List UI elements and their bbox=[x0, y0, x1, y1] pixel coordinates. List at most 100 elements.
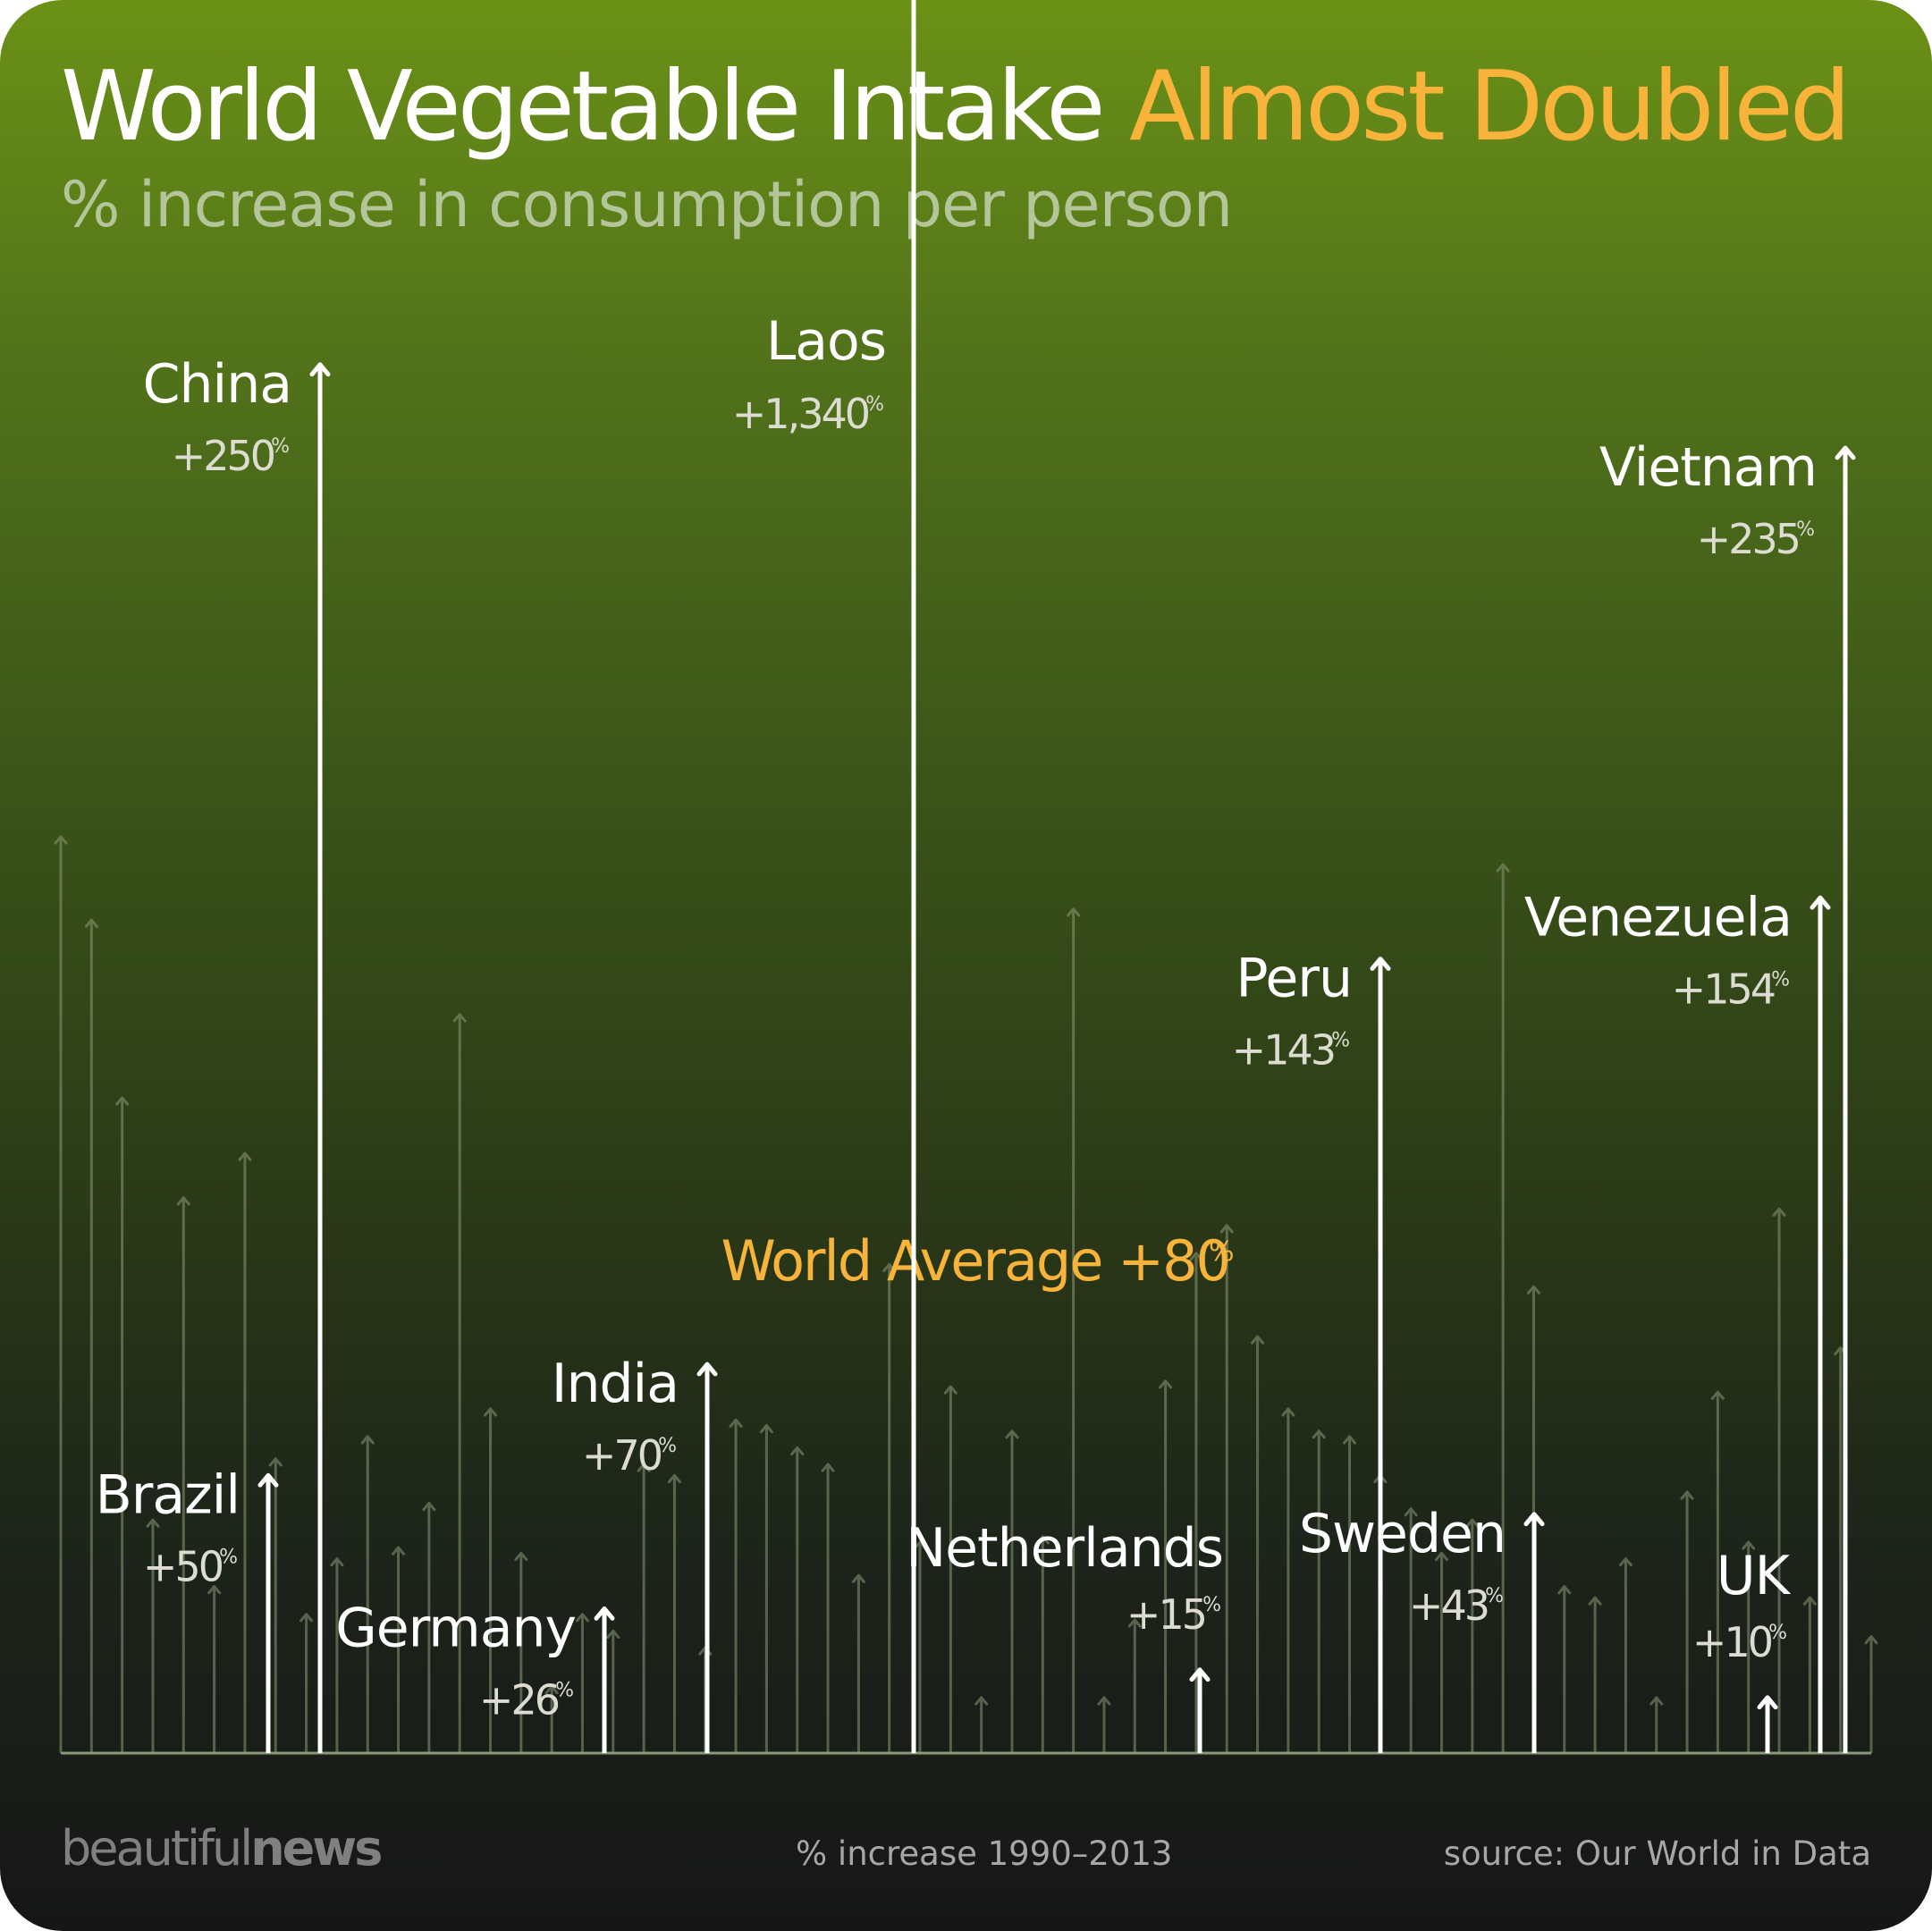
world-average-unit: % bbox=[1209, 1236, 1235, 1268]
value-unit: % bbox=[219, 1546, 238, 1568]
background-arrow bbox=[330, 1557, 344, 1753]
background-arrow bbox=[514, 1551, 528, 1753]
country-value: +250 bbox=[172, 432, 274, 480]
background-arrow bbox=[1772, 1207, 1786, 1753]
country-value: +10 bbox=[1692, 1618, 1772, 1666]
highlight-arrow-uk: UK +10% bbox=[1692, 1545, 1793, 1753]
background-arrow bbox=[1404, 1507, 1418, 1753]
country-value: +43 bbox=[1409, 1581, 1488, 1630]
background-arrow bbox=[146, 1518, 160, 1753]
background-arrow bbox=[1281, 1407, 1295, 1753]
background-arrow bbox=[1465, 1518, 1480, 1753]
background-arrow bbox=[1742, 1540, 1756, 1753]
background-arrow bbox=[1097, 1696, 1111, 1753]
background-arrow bbox=[606, 1629, 620, 1753]
country-label: UK bbox=[1717, 1545, 1792, 1607]
background-arrow bbox=[1710, 1390, 1725, 1753]
value-unit: % bbox=[658, 1435, 677, 1457]
background-arrow bbox=[1434, 1551, 1448, 1753]
background-arrow bbox=[1588, 1596, 1602, 1753]
background-arrow bbox=[54, 835, 68, 1753]
background-arrow bbox=[1035, 1535, 1050, 1753]
highlight-arrow-germany: Germany +26% bbox=[335, 1597, 615, 1753]
background-arrow bbox=[667, 1473, 681, 1753]
world-average: World Average +80% bbox=[61, 1228, 1871, 1311]
country-value: +154 bbox=[1672, 965, 1775, 1013]
highlight-arrow-vietnam: Vietnam +235% bbox=[1599, 436, 1856, 1753]
country-label: India bbox=[552, 1353, 679, 1415]
highlight-arrow-india: India +70% bbox=[552, 1353, 718, 1753]
background-arrow bbox=[1127, 1618, 1142, 1753]
background-arrow bbox=[238, 1151, 252, 1753]
country-label: Netherlands bbox=[906, 1517, 1223, 1580]
background-arrow bbox=[452, 1013, 467, 1753]
country-value: +15 bbox=[1126, 1590, 1205, 1639]
background-arrow bbox=[1649, 1696, 1664, 1753]
value-unit: % bbox=[1771, 968, 1790, 991]
country-label: Laos bbox=[766, 310, 886, 373]
background-arrow bbox=[1159, 1379, 1173, 1753]
background-arrow bbox=[759, 1423, 773, 1753]
country-label: Brazil bbox=[96, 1463, 240, 1526]
background-arrow bbox=[575, 1613, 589, 1753]
background-arrow bbox=[1864, 1635, 1878, 1753]
title-highlight: Almost Doubled bbox=[1128, 51, 1851, 163]
country-label: Peru bbox=[1236, 948, 1352, 1010]
country-value: +1,340 bbox=[732, 390, 869, 438]
country-label: Vietnam bbox=[1599, 436, 1817, 499]
background-arrow bbox=[268, 1457, 283, 1753]
background-arrow bbox=[176, 1196, 190, 1753]
highlight-arrow-sweden: Sweden +43% bbox=[1299, 1503, 1545, 1753]
logo-light: beautiful bbox=[61, 1820, 253, 1876]
background-arrow bbox=[1219, 1224, 1234, 1753]
country-label: China bbox=[143, 353, 291, 416]
value-unit: % bbox=[1796, 519, 1815, 541]
background-arrow bbox=[115, 1096, 130, 1753]
background-arrow bbox=[913, 1540, 927, 1753]
chart-title: World Vegetable Intake Almost Doubled bbox=[61, 51, 1851, 163]
brand-logo: beautifulnews bbox=[61, 1820, 383, 1876]
background-arrow bbox=[544, 1684, 559, 1753]
value-unit: % bbox=[271, 435, 290, 458]
background-arrow bbox=[300, 1613, 314, 1753]
chart-subtitle: % increase in consumption per person bbox=[61, 168, 1233, 241]
country-label: Venezuela bbox=[1524, 886, 1792, 949]
country-value: +26 bbox=[479, 1675, 559, 1724]
country-value: +70 bbox=[582, 1431, 662, 1480]
background-arrow bbox=[637, 1463, 651, 1753]
background-arrow bbox=[851, 1573, 865, 1753]
value-unit: % bbox=[555, 1679, 574, 1701]
background-arrow bbox=[1189, 1252, 1203, 1753]
value-unit: % bbox=[1331, 1030, 1350, 1052]
background-arrow bbox=[360, 1435, 375, 1753]
world-average-label: World Average +80 bbox=[721, 1228, 1229, 1294]
highlight-arrow-netherlands: Netherlands +15% bbox=[906, 1517, 1224, 1753]
country-label: Germany bbox=[335, 1597, 576, 1659]
background-arrow bbox=[484, 1407, 498, 1753]
background-arrow bbox=[790, 1446, 805, 1753]
background-arrows bbox=[54, 835, 1878, 1753]
background-arrow bbox=[1557, 1585, 1572, 1753]
highlight-arrow-peru: Peru +143% bbox=[1232, 948, 1391, 1753]
background-arrow bbox=[84, 918, 98, 1753]
background-arrow bbox=[943, 1385, 958, 1753]
background-arrow bbox=[1618, 1557, 1632, 1753]
title-main: World Vegetable Intake bbox=[61, 51, 1106, 163]
country-value: +143 bbox=[1232, 1026, 1334, 1075]
background-arrow bbox=[1251, 1335, 1265, 1753]
background-arrow bbox=[1343, 1435, 1357, 1753]
highlight-arrow-laos: Laos +1,340% bbox=[732, 0, 916, 1753]
background-arrow bbox=[974, 1696, 989, 1753]
highlight-arrow-brazil: Brazil +50% bbox=[96, 1463, 279, 1753]
logo-bold: news bbox=[250, 1820, 383, 1876]
country-label: Sweden bbox=[1299, 1503, 1506, 1565]
period-note: % increase 1990–2013 bbox=[796, 1834, 1173, 1873]
value-unit: % bbox=[1202, 1594, 1221, 1616]
country-value: +235 bbox=[1697, 515, 1799, 563]
background-arrow bbox=[1067, 907, 1081, 1753]
value-unit: % bbox=[1485, 1585, 1504, 1607]
background-arrow bbox=[1312, 1429, 1326, 1753]
background-arrow bbox=[821, 1463, 835, 1753]
background-arrow bbox=[392, 1546, 406, 1753]
